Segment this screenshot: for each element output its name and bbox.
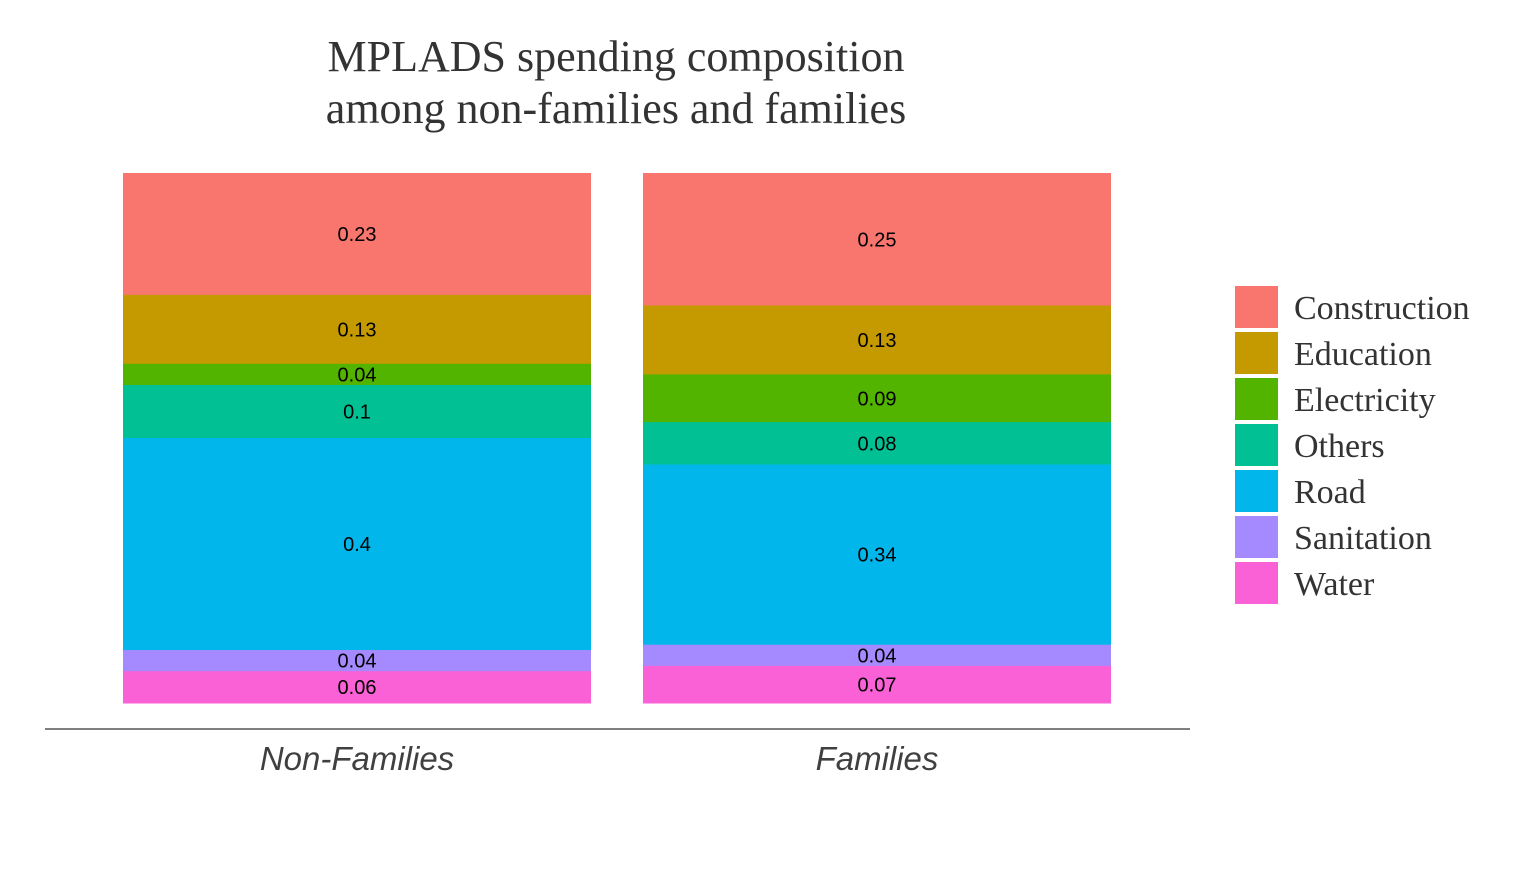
data-label-construction: 0.25: [858, 229, 897, 251]
legend-label-education: Education: [1294, 336, 1432, 373]
bar-segment-education: [643, 305, 1111, 375]
bar-segment-sanitation: [123, 650, 591, 672]
data-label-water: 0.07: [858, 674, 897, 696]
legend-label-sanitation: Sanitation: [1294, 520, 1432, 557]
data-label-others: 0.08: [858, 433, 897, 455]
bar-segment-construction: [123, 173, 591, 296]
bar-segment-road: [123, 438, 591, 651]
legend-key-sanitation: [1235, 516, 1278, 558]
legend-label-electricity: Electricity: [1294, 382, 1436, 419]
bar-segment-sanitation: [643, 644, 1111, 667]
legend: Construction Education Electricity Others Ro…: [1235, 286, 1470, 604]
legend-key-others: [1235, 424, 1278, 466]
legend-key-education: [1235, 332, 1278, 374]
data-label-education: 0.13: [338, 319, 377, 341]
data-label-road: 0.34: [858, 545, 897, 567]
legend-item-education: Education: [1235, 332, 1432, 374]
chart-title-line-1: MPLADS spending composition: [328, 32, 905, 81]
legend-item-sanitation: Sanitation: [1235, 516, 1432, 558]
x-axis-tick-labels: Non-Families Families: [260, 740, 939, 777]
legend-label-road: Road: [1294, 474, 1366, 511]
bar-segment-electricity: [123, 363, 591, 386]
bar-families: 0.25 0.13 0.09 0.08 0.34 0.04 0.07: [643, 173, 1111, 704]
data-label-education: 0.13: [858, 330, 897, 352]
data-label-others: 0.1: [343, 402, 371, 424]
legend-item-road: Road: [1235, 470, 1366, 512]
bar-segment-others: [123, 385, 591, 439]
legend-item-water: Water: [1235, 562, 1375, 604]
bar-segment-road: [643, 464, 1111, 646]
bar-segment-education: [123, 294, 591, 365]
legend-key-construction: [1235, 286, 1278, 328]
bar-segment-water: [123, 671, 591, 704]
x-tick-label-families: Families: [816, 740, 939, 777]
legend-key-electricity: [1235, 378, 1278, 420]
data-label-electricity: 0.04: [338, 364, 377, 386]
legend-label-others: Others: [1294, 428, 1385, 465]
bar-segment-water: [643, 665, 1111, 704]
chart-title-line-2: among non-families and families: [326, 84, 906, 133]
legend-key-water: [1235, 562, 1278, 604]
legend-item-electricity: Electricity: [1235, 378, 1436, 420]
legend-key-road: [1235, 470, 1278, 512]
legend-item-others: Others: [1235, 424, 1385, 466]
bar-segment-others: [643, 422, 1111, 465]
data-label-water: 0.06: [338, 677, 377, 699]
x-tick-label-non-families: Non-Families: [260, 740, 454, 777]
data-label-construction: 0.23: [338, 224, 377, 246]
data-label-sanitation: 0.04: [858, 645, 897, 667]
legend-label-water: Water: [1294, 566, 1375, 603]
bar-non-families: 0.23 0.13 0.04 0.1 0.4 0.04 0.06: [123, 173, 591, 704]
data-label-electricity: 0.09: [858, 388, 897, 410]
bars: 0.230.130.040.10.40.040.060.250.130.090.…: [123, 173, 1111, 704]
legend-label-construction: Construction: [1294, 290, 1470, 327]
bar-segment-construction: [643, 173, 1111, 306]
bar-segment-electricity: [643, 374, 1111, 423]
data-label-road: 0.4: [343, 534, 371, 556]
data-label-sanitation: 0.04: [338, 651, 377, 673]
legend-item-construction: Construction: [1235, 286, 1470, 328]
